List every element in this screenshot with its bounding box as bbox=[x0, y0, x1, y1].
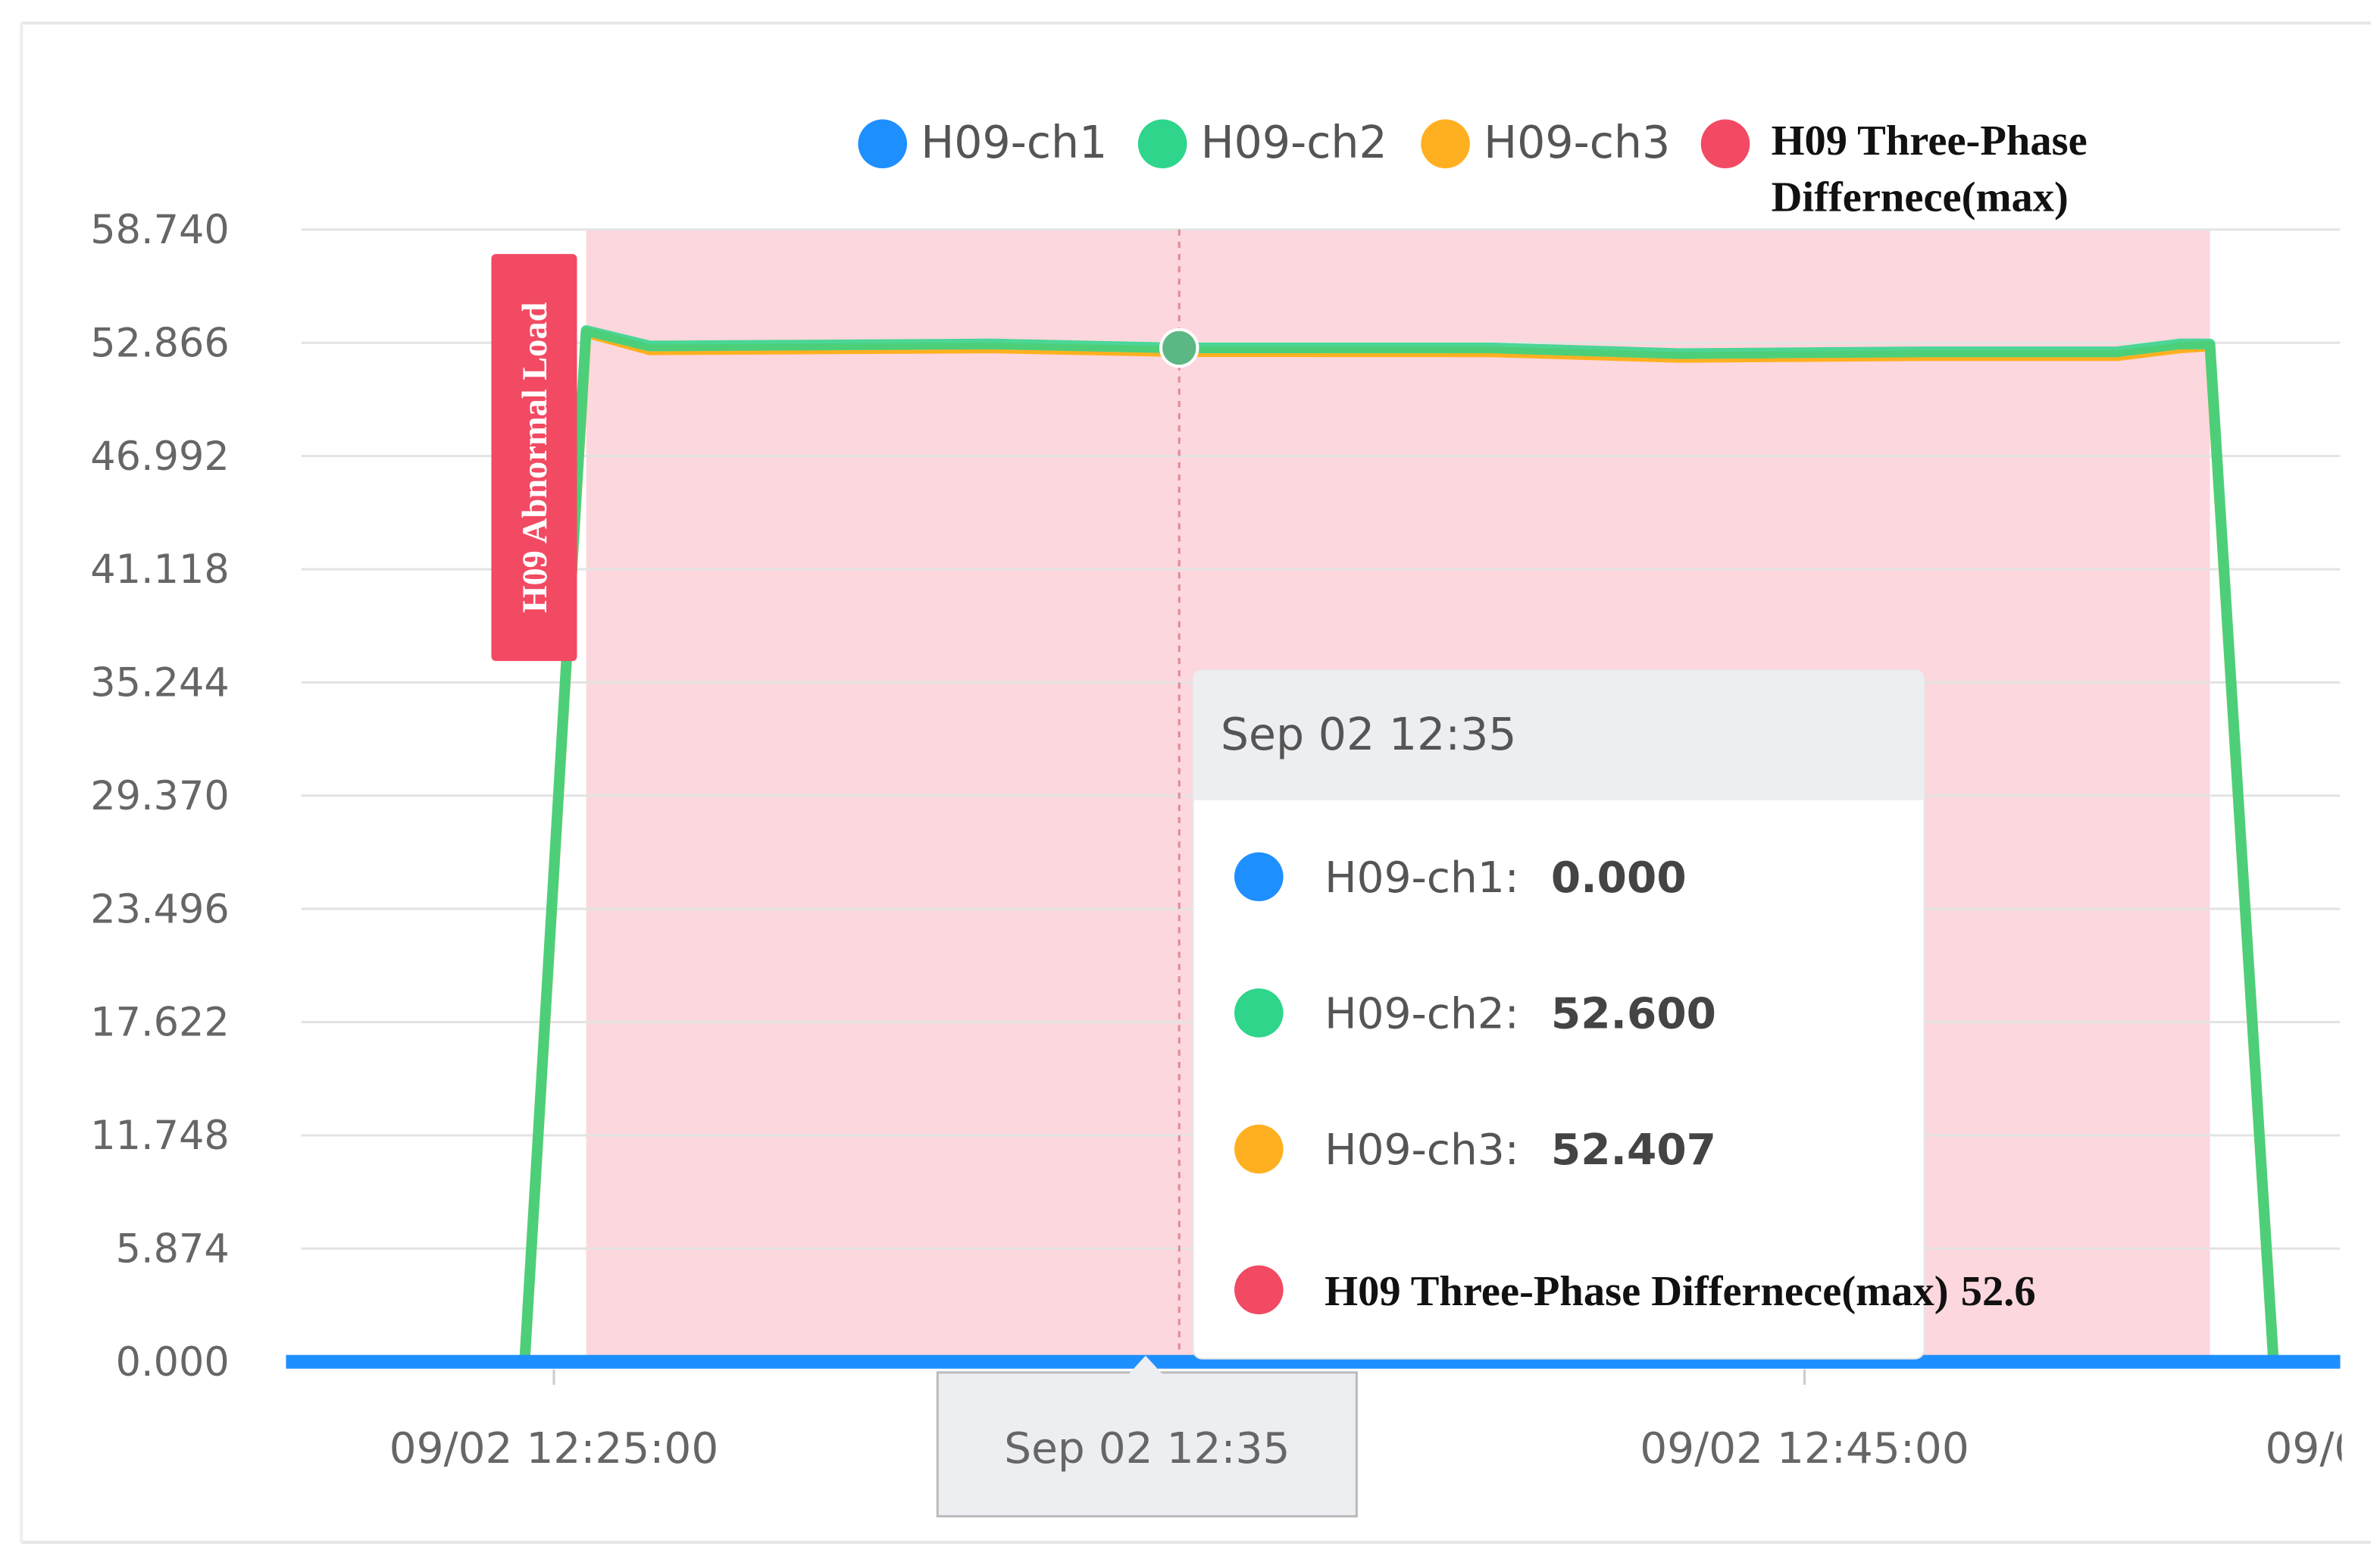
legend-marker bbox=[1421, 119, 1470, 169]
tooltip-name: H09-ch2: bbox=[1324, 990, 1519, 1039]
y-tick-label: 52.866 bbox=[90, 320, 230, 366]
tooltip-value: 52.407 bbox=[1551, 1126, 1716, 1175]
plot-front: 09/02 12:25:00 09/02 12:45:00 09/02 12:55:… bbox=[389, 1369, 2380, 1473]
tooltip-value: 0.000 bbox=[1551, 853, 1687, 903]
tooltip-marker bbox=[1234, 1265, 1284, 1315]
tooltip-title: Sep 02 12:35 bbox=[1221, 709, 1517, 760]
legend-label: H09-ch3 bbox=[1484, 117, 1670, 168]
legend-marker bbox=[858, 119, 908, 169]
axis-pointer-arrow bbox=[1128, 1355, 1163, 1374]
axis-pointer-box bbox=[936, 1371, 1358, 1518]
y-tick-label: 46.992 bbox=[90, 434, 230, 480]
x-tick-label: 09/02 12:45:00 bbox=[1640, 1424, 1969, 1473]
legend-marker bbox=[1137, 119, 1187, 169]
tooltip-name: H09-ch3: bbox=[1324, 1126, 1519, 1175]
tooltip-header bbox=[1193, 670, 1925, 800]
x-tick-label: 09/02 12:55:00 bbox=[2265, 1424, 2380, 1473]
y-tick-label: 58.740 bbox=[90, 207, 230, 253]
y-tick-label: 29.370 bbox=[90, 773, 230, 819]
y-tick-label: 35.244 bbox=[90, 660, 230, 706]
legend-label-box: H09 Three-Phase Differnece(max) bbox=[1771, 117, 2088, 222]
y-tick-label: 23.496 bbox=[90, 886, 230, 932]
y-tick-label: 11.748 bbox=[90, 1113, 230, 1159]
plot-lines: H09 Abnormal Load bbox=[286, 254, 2341, 1369]
series-line bbox=[286, 325, 2341, 1367]
y-tick-label: 17.622 bbox=[90, 1000, 230, 1046]
tooltip-value: 52.600 bbox=[1551, 990, 1716, 1039]
x-tick-label: 09/02 12:25:00 bbox=[389, 1424, 719, 1473]
mark-label-box bbox=[491, 254, 577, 662]
axis-pointer-label: Sep 02 12:35 bbox=[1004, 1424, 1290, 1473]
tooltip-name: H09 Three-Phase Differnece(max) bbox=[1324, 1268, 1948, 1315]
y-tick-label: 0.000 bbox=[116, 1339, 230, 1386]
mark-label: H09 Abnormal Load bbox=[516, 302, 555, 612]
hover-point bbox=[1159, 327, 1199, 368]
tooltip-marker bbox=[1234, 1124, 1284, 1174]
legend-label: H09-ch1 bbox=[921, 117, 1107, 168]
legend-label: H09 Three-Phase Differnece(max) bbox=[1771, 117, 2088, 222]
y-tick-label: 41.118 bbox=[90, 546, 230, 593]
tooltip-name: H09-ch1: bbox=[1324, 853, 1519, 903]
tooltip-marker bbox=[1234, 852, 1284, 902]
tooltip-marker bbox=[1234, 988, 1284, 1038]
legend-label: H09-ch2 bbox=[1201, 117, 1387, 168]
legend-marker bbox=[1700, 119, 1750, 169]
tooltip-value: 52.6 bbox=[1961, 1268, 2036, 1315]
y-tick-label: 5.874 bbox=[116, 1226, 230, 1272]
